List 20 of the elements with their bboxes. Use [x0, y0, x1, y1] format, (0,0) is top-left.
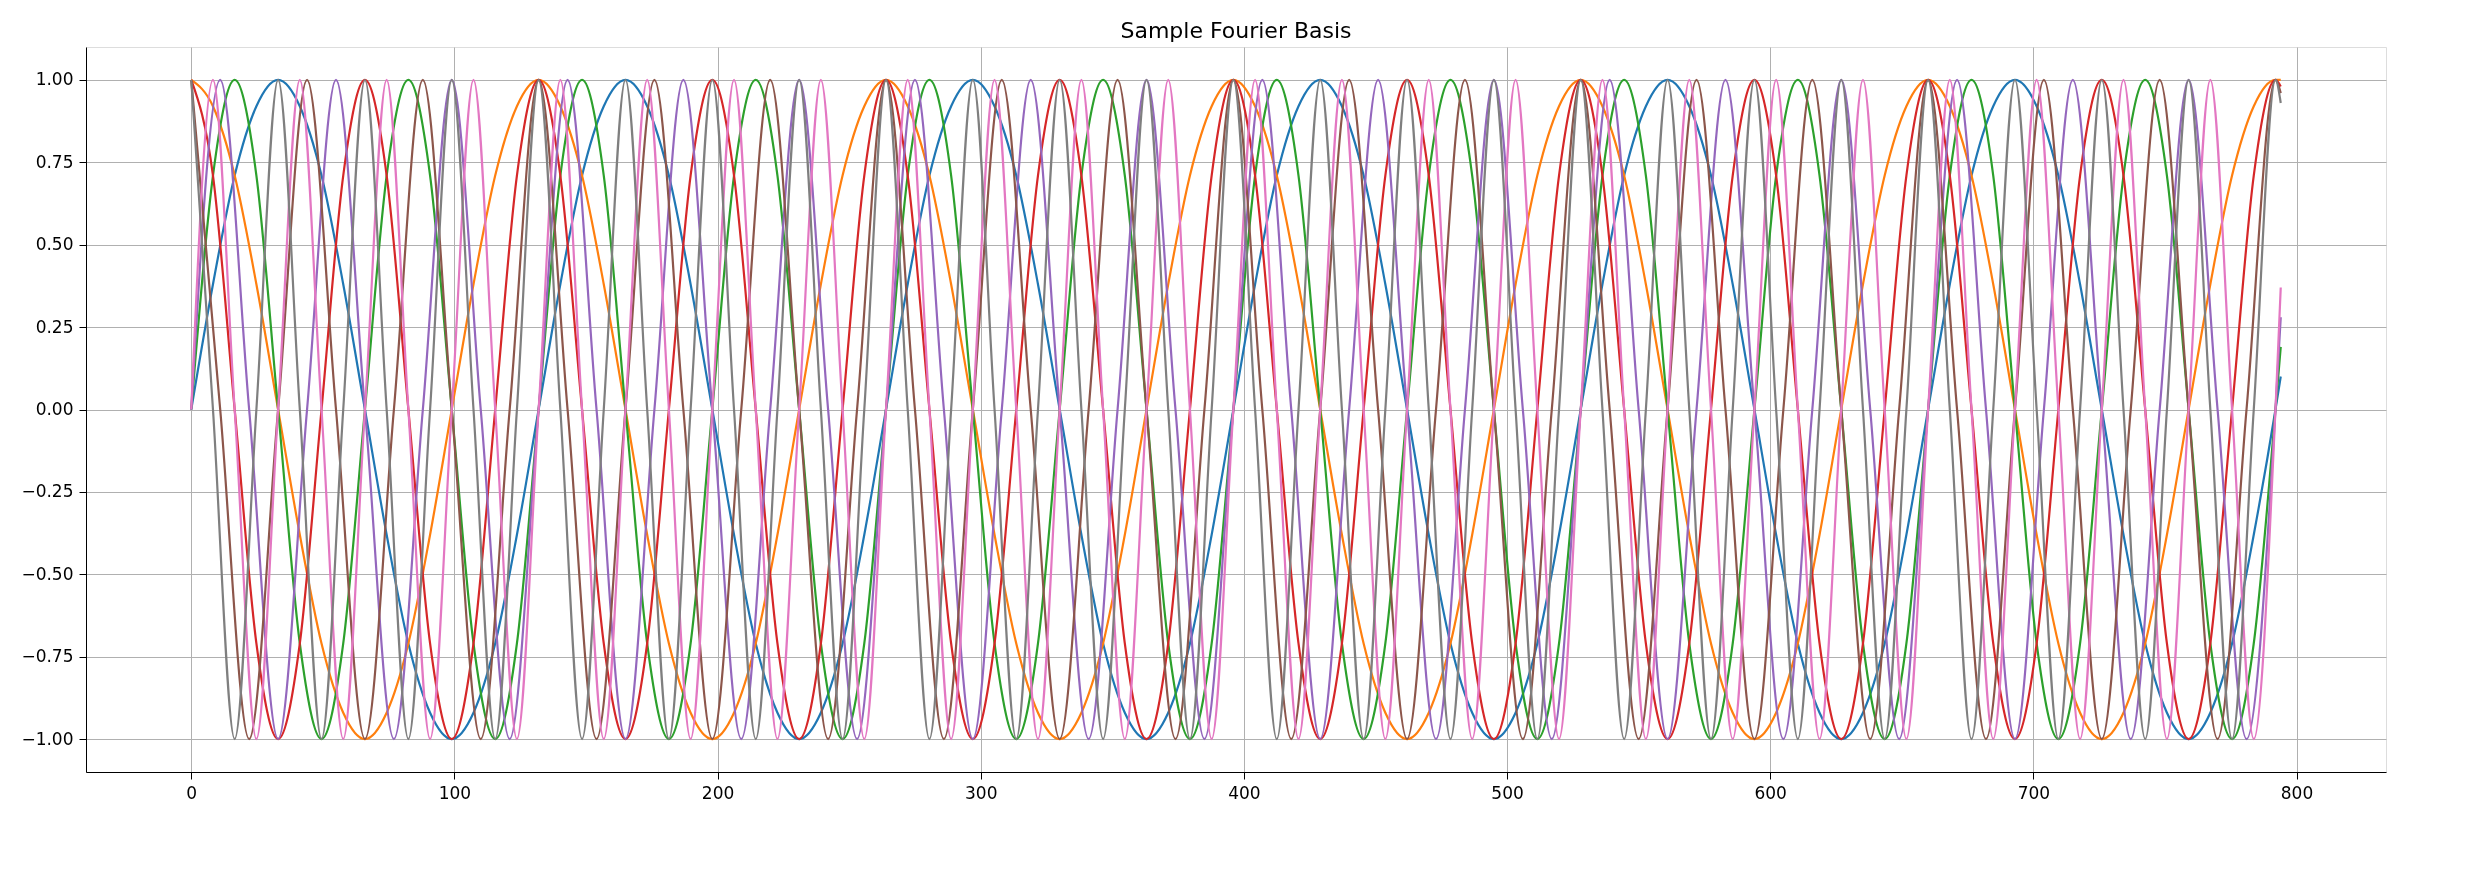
x-tick-label: 0 — [186, 782, 198, 803]
y-tick-label: 0.25 — [35, 316, 74, 337]
x-tick-label: 800 — [2280, 782, 2314, 803]
y-tick-label: 1.00 — [35, 69, 74, 90]
y-tick-label: 0.75 — [35, 151, 74, 172]
x-tick-label: 400 — [1228, 782, 1261, 803]
y-tick-label: 0.50 — [35, 234, 74, 255]
y-tick-label: −1.00 — [21, 728, 74, 749]
y-tick-label: −0.50 — [21, 563, 74, 584]
y-tick-label: −0.75 — [21, 646, 74, 667]
y-tick-label: 0.00 — [35, 399, 74, 419]
x-tick-label: 500 — [1491, 782, 1524, 803]
x-tick-label: 700 — [2017, 782, 2051, 803]
x-tick-label: 100 — [438, 782, 472, 803]
x-tick-label: 200 — [701, 782, 735, 803]
x-tick-label: 300 — [965, 782, 998, 803]
x-tick-label: 600 — [1754, 782, 1787, 803]
line-series — [190, 78, 2282, 741]
y-tick-label: −0.25 — [21, 481, 74, 502]
chart-title: Sample Fourier Basis — [1120, 18, 1352, 43]
